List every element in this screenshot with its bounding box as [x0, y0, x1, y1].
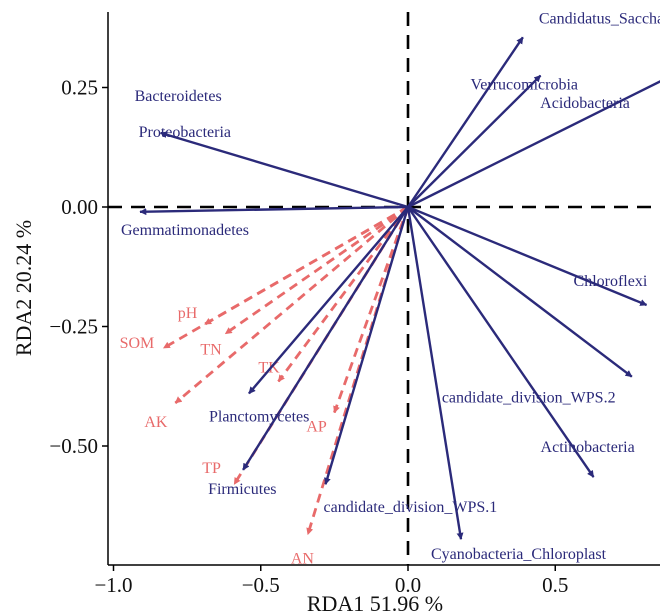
taxon-vector-candidatus-saccharibacteria [407, 36, 524, 208]
taxon-vector-chloroflexi [407, 205, 648, 307]
taxon-vector-gemmatimonadetes [139, 205, 409, 216]
axes: −1.0 −0.5 0.0 0.5 0.25 0.00 −0.25 −0.50 RDA1 51.… [11, 12, 660, 614]
taxon-label-candidate-division-wps-1: candidate_division_WPS.1 [324, 499, 498, 516]
taxon-vector-acidobacteria [407, 77, 660, 209]
y-tick-label: 0.00 [61, 195, 98, 219]
taxon-label-gemmatimonadetes: Gemmatimonadetes [121, 222, 249, 239]
taxon-vector-candidate-division-wps-1 [323, 206, 410, 485]
taxon-label-planctomycetes: Planctomycetes [209, 408, 309, 425]
x-tick-label: −0.5 [242, 573, 280, 597]
taxon-label-cyanobacteria-chloroplast: Cyanobacteria_Chloroplast [431, 546, 607, 563]
x-tick-label: −1.0 [94, 573, 132, 597]
x-tick-label: 0.0 [395, 573, 421, 597]
y-tick-label: −0.50 [49, 434, 98, 458]
taxon-vector-bacteroidetes [159, 131, 409, 209]
y-tick-label: −0.25 [49, 315, 98, 339]
taxon-vector-verrucomicrobia [407, 74, 542, 208]
env-vector-tk [277, 206, 410, 383]
taxon-label-actinobacteria: Actinobacteria [541, 439, 635, 456]
y-axis-title: RDA2 20.24 % [11, 220, 36, 356]
env-vector-tn [224, 205, 409, 335]
env-label-tp: TP [202, 460, 221, 477]
env-label-an: AN [291, 550, 315, 567]
taxon-label-chloroflexi: Chloroflexi [574, 273, 648, 290]
taxon-label-candidate-division-wps-2: candidate_division_WPS.2 [442, 390, 616, 407]
env-label-ap: AP [306, 419, 327, 436]
taxon-label-firmicutes: Firmicutes [208, 481, 276, 498]
taxon-vector-actinobacteria [407, 206, 595, 478]
taxon-vector-firmicutes [242, 206, 410, 471]
env-label-tn: TN [200, 342, 222, 359]
x-axis-title: RDA1 51.96 % [307, 591, 443, 614]
env-label-ak: AK [144, 414, 168, 431]
env-vector-som [162, 205, 409, 350]
env-vector-ap [333, 206, 410, 414]
x-tick-label: 0.5 [542, 573, 568, 597]
env-vector-ak [174, 205, 409, 405]
env-label-ph: pH [178, 305, 198, 322]
plot-area: pHSOMTNTKAKAPTPANCandidatus_Saccharibact… [108, 10, 660, 567]
taxon-label-candidatus-saccharibacteria: Candidatus_Saccharibacteria [539, 10, 660, 27]
taxon-label-proteobacteria: Proteobacteria [139, 124, 231, 141]
y-tick-label: 0.25 [61, 76, 98, 100]
taxon-label-bacteroidetes: Bacteroidetes [135, 88, 222, 105]
taxon-vector-candidate-division-wps-2 [407, 206, 633, 378]
env-label-som: SOM [120, 335, 155, 352]
taxon-vector-cyanobacteria-chloroplast [406, 206, 464, 540]
taxon-vector-planctomycetes [248, 206, 409, 395]
taxon-label-verrucomicrobia: Verrucomicrobia [471, 77, 579, 94]
taxon-label-acidobacteria: Acidobacteria [540, 95, 630, 112]
